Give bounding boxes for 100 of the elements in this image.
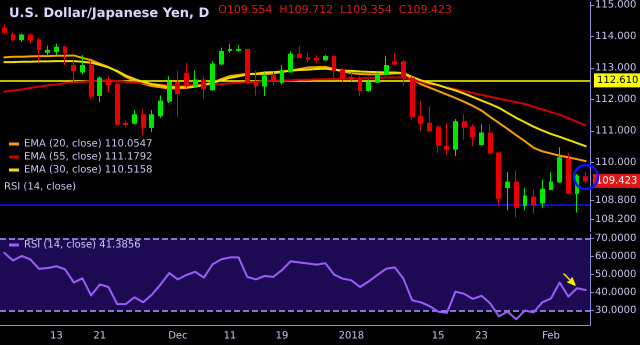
line-series xyxy=(3,252,587,320)
y-tick-label: 113.000 xyxy=(595,62,636,74)
candlestick xyxy=(332,54,336,79)
candlestick xyxy=(505,172,510,212)
candlestick xyxy=(11,32,15,42)
candlestick xyxy=(523,187,527,212)
candlestick xyxy=(28,32,33,44)
candlestick xyxy=(557,146,562,184)
candlestick xyxy=(375,70,380,84)
candlestick xyxy=(401,60,406,87)
candlestick xyxy=(71,58,76,83)
candlestick xyxy=(37,38,41,62)
candlestick xyxy=(80,54,85,75)
legend-label: EMA (30, close) 110.5158 xyxy=(24,164,153,176)
y-tick-label: 115.000 xyxy=(595,0,636,10)
candlestick xyxy=(384,56,389,76)
candlestick xyxy=(479,124,484,146)
annotation: O109.554 H109.712 L109.354 C109.423 xyxy=(218,3,452,16)
candlestick xyxy=(201,76,206,100)
x-tick-label: 2018 xyxy=(338,330,364,342)
line-series xyxy=(3,60,587,148)
candlestick xyxy=(45,45,50,56)
candlestick xyxy=(583,171,588,184)
candlestick xyxy=(106,76,111,93)
candlestick xyxy=(297,46,302,58)
candlestick xyxy=(280,64,284,85)
candlestick xyxy=(19,32,24,42)
candlestick xyxy=(115,82,120,126)
candlestick xyxy=(158,94,163,118)
y-tick-label: 112.000 xyxy=(595,94,636,106)
candlestick xyxy=(410,76,415,121)
y-tick-label: 114.000 xyxy=(595,31,636,42)
candlestick xyxy=(514,170,519,218)
candlestick xyxy=(193,70,198,88)
y-tick-label: 70.0000 xyxy=(595,233,636,244)
line-series xyxy=(3,54,587,162)
candlestick xyxy=(470,124,475,147)
candlestick xyxy=(340,68,345,83)
candlestick xyxy=(366,78,371,92)
y-tick-label: 108.200 xyxy=(595,214,636,225)
legend-label: RSI (14, close) 41.3856 xyxy=(24,240,141,250)
candlestick xyxy=(566,152,571,195)
x-tick-label: 13 xyxy=(50,330,63,342)
candlestick xyxy=(132,109,137,125)
candlestick xyxy=(306,52,310,62)
candlestick xyxy=(219,47,224,66)
candlestick xyxy=(418,100,423,132)
candlestick xyxy=(392,52,397,66)
candlestick xyxy=(236,44,241,52)
candlestick xyxy=(54,43,59,56)
candlestick xyxy=(496,152,501,206)
candlestick xyxy=(549,172,553,191)
y-tick-label: 30.0000 xyxy=(595,305,636,316)
candlestick xyxy=(2,24,7,35)
x-tick-label: Dec xyxy=(168,330,188,342)
y-tick-label: 108.800 xyxy=(595,194,636,206)
candlestick xyxy=(184,62,189,88)
candlestick xyxy=(436,124,441,154)
legend-label: EMA (20, close) 110.0547 xyxy=(24,138,153,150)
candlestick xyxy=(97,76,102,103)
candlestick xyxy=(427,106,432,133)
candlestick xyxy=(531,188,536,214)
candlestick xyxy=(453,118,458,157)
y-tick-label: 40.0000 xyxy=(595,287,636,298)
ref-line-label: 112.610 xyxy=(597,74,638,86)
candlestick xyxy=(245,48,250,85)
candlestick xyxy=(141,108,146,136)
x-tick-label: Feb xyxy=(542,330,560,342)
x-tick-label: 23 xyxy=(475,330,488,342)
x-tick-label: 21 xyxy=(93,330,106,342)
candlestick xyxy=(63,45,67,66)
candlestick xyxy=(149,109,154,133)
y-tick-label: 50.0000 xyxy=(595,269,636,280)
candlestick xyxy=(462,114,467,140)
candlestick xyxy=(288,50,293,73)
x-tick-label: 19 xyxy=(276,330,288,342)
y-tick-label: 110.000 xyxy=(595,157,636,168)
annotation: RSI (14, close) xyxy=(4,182,76,192)
candlestick xyxy=(228,43,232,54)
candlestick xyxy=(175,70,180,118)
candlestick xyxy=(254,70,258,96)
candlestick xyxy=(488,124,493,154)
candlestick xyxy=(123,120,128,128)
y-tick-label: 111.000 xyxy=(595,126,636,137)
line-series xyxy=(3,76,587,126)
chart-title: U.S. Dollar/Japanese Yen, D xyxy=(9,6,210,21)
x-tick-label: 11 xyxy=(224,330,236,342)
candlestick xyxy=(314,54,319,64)
y-tick-label: 60.0000 xyxy=(595,251,636,262)
candlestick xyxy=(323,54,328,62)
x-tick-label: 15 xyxy=(432,330,445,342)
candlestick xyxy=(349,72,354,82)
candlestick xyxy=(358,76,362,97)
candlestick xyxy=(271,71,276,87)
candlestick xyxy=(262,72,267,97)
candlestick xyxy=(89,60,94,100)
candlestick xyxy=(167,76,172,104)
text: 109.423 xyxy=(596,175,638,186)
legend-label: EMA (55, close) 111.1792 xyxy=(24,152,153,162)
candlestick xyxy=(540,179,545,208)
